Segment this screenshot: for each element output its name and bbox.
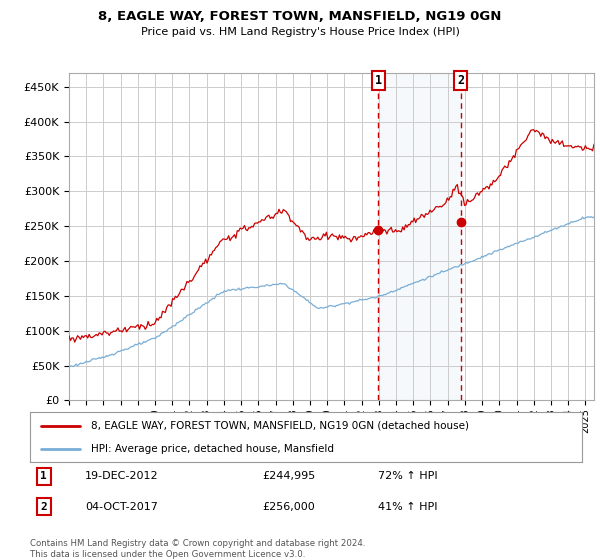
Text: 1: 1 bbox=[374, 74, 382, 87]
Text: 72% ↑ HPI: 72% ↑ HPI bbox=[378, 472, 437, 482]
Text: 2: 2 bbox=[40, 502, 47, 512]
Text: HPI: Average price, detached house, Mansfield: HPI: Average price, detached house, Mans… bbox=[91, 445, 334, 454]
Text: Price paid vs. HM Land Registry's House Price Index (HPI): Price paid vs. HM Land Registry's House … bbox=[140, 27, 460, 37]
Text: 8, EAGLE WAY, FOREST TOWN, MANSFIELD, NG19 0GN (detached house): 8, EAGLE WAY, FOREST TOWN, MANSFIELD, NG… bbox=[91, 421, 469, 431]
Text: 1: 1 bbox=[40, 472, 47, 482]
Text: £244,995: £244,995 bbox=[262, 472, 315, 482]
Text: £256,000: £256,000 bbox=[262, 502, 314, 512]
Text: 19-DEC-2012: 19-DEC-2012 bbox=[85, 472, 159, 482]
Bar bbox=[378, 73, 461, 400]
Text: 41% ↑ HPI: 41% ↑ HPI bbox=[378, 502, 437, 512]
Text: Contains HM Land Registry data © Crown copyright and database right 2024.
This d: Contains HM Land Registry data © Crown c… bbox=[30, 539, 365, 559]
Text: 04-OCT-2017: 04-OCT-2017 bbox=[85, 502, 158, 512]
Text: 2: 2 bbox=[457, 74, 464, 87]
Text: 8, EAGLE WAY, FOREST TOWN, MANSFIELD, NG19 0GN: 8, EAGLE WAY, FOREST TOWN, MANSFIELD, NG… bbox=[98, 10, 502, 23]
